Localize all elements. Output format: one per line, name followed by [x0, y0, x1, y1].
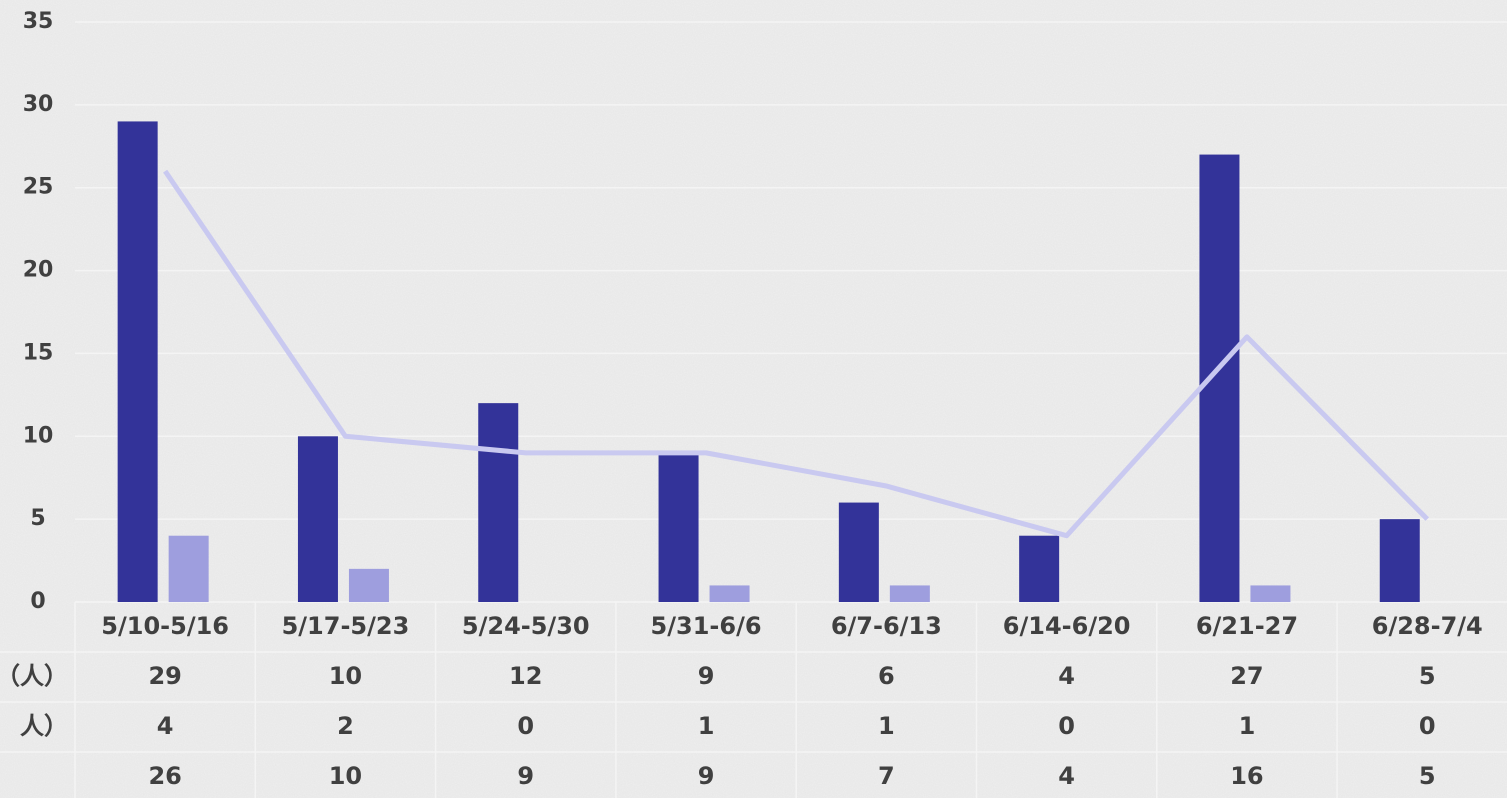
y-tick-label: 25 — [23, 175, 54, 200]
bar — [1019, 535, 1060, 602]
bar — [658, 452, 699, 602]
bar — [348, 568, 389, 602]
table-value: 1 — [1239, 712, 1256, 740]
y-tick-label: 20 — [23, 258, 54, 283]
bar — [1199, 154, 1240, 603]
table-value: 9 — [517, 762, 534, 790]
x-tick-label: 5/24-5/30 — [462, 612, 590, 640]
bar — [117, 121, 158, 602]
table-value: 4 — [1058, 662, 1075, 690]
table-value: 9 — [698, 662, 715, 690]
table-value: 1 — [878, 712, 895, 740]
x-tick-label: 5/17-5/23 — [282, 612, 410, 640]
bar — [1379, 519, 1420, 602]
line — [163, 169, 1430, 539]
bar — [478, 403, 519, 602]
x-tick-label: 5/10-5/16 — [101, 612, 229, 640]
table-value: 7 — [878, 762, 895, 790]
y-tick-label: 15 — [23, 340, 54, 365]
table-value: 16 — [1230, 762, 1263, 790]
row-label: （人） — [0, 662, 68, 690]
table-value: 27 — [1230, 662, 1263, 690]
table-value: 6 — [878, 662, 895, 690]
table-value: 5 — [1419, 762, 1436, 790]
bar — [168, 535, 209, 602]
bar — [889, 585, 930, 602]
y-tick-label: 30 — [23, 92, 54, 117]
table-value: 12 — [509, 662, 542, 690]
x-tick-label: 6/28-7/4 — [1372, 612, 1483, 640]
x-tick-label: 5/31-6/6 — [651, 612, 762, 640]
row-label: 人） — [20, 712, 68, 740]
x-tick-label: 6/14-6/20 — [1003, 612, 1131, 640]
x-tick-label: 6/21-27 — [1196, 612, 1298, 640]
table-value: 0 — [517, 712, 534, 740]
bar — [838, 502, 879, 602]
y-tick-label: 5 — [30, 506, 45, 531]
table-value: 9 — [698, 762, 715, 790]
table-value: 10 — [329, 662, 362, 690]
table-value: 1 — [698, 712, 715, 740]
table-value: 2 — [337, 712, 354, 740]
table-value: 4 — [157, 712, 174, 740]
bar — [1250, 585, 1291, 602]
table-value: 0 — [1058, 712, 1075, 740]
table-value: 4 — [1058, 762, 1075, 790]
y-tick-label: 10 — [23, 423, 54, 448]
bar — [709, 585, 750, 602]
table-value: 29 — [148, 662, 181, 690]
table-value: 26 — [148, 762, 181, 790]
table-value: 10 — [329, 762, 362, 790]
x-tick-label: 6/7-6/13 — [831, 612, 942, 640]
y-tick-label: 0 — [30, 589, 45, 614]
table-value: 0 — [1419, 712, 1436, 740]
table-value: 5 — [1419, 662, 1436, 690]
y-tick-label: 35 — [23, 9, 54, 34]
bar — [297, 436, 338, 602]
